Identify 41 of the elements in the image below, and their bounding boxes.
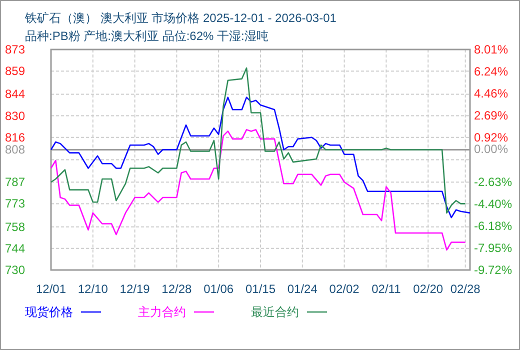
legend-label: 现货价格 [25, 305, 73, 319]
y2-tick-label: 2.69% [474, 108, 508, 123]
y-tick-label: 844 [5, 87, 26, 102]
y2-tick-label: -4.40% [474, 196, 512, 211]
y2-tick-label: 0.00% [474, 142, 508, 156]
y-tick-label: 873 [5, 42, 26, 56]
x-tick-label: 12/19 [120, 282, 150, 296]
chart-subtitle: 品种:PB粉 产地:澳大利亚 品位:62% 干湿:湿吨 [25, 29, 268, 43]
y-tick-label: 859 [5, 64, 26, 78]
y-tick-label: 816 [5, 130, 26, 144]
line-series [50, 67, 466, 214]
x-tick-label: 12/28 [162, 282, 192, 296]
y-tick-label: 773 [5, 196, 26, 211]
x-tick-label: 02/02 [329, 282, 360, 296]
x-tick-label: 02/20 [413, 282, 444, 296]
y2-tick-label: 0.92% [474, 130, 508, 145]
y-tick-label: 730 [5, 263, 26, 277]
y2-tick-label: -6.18% [474, 218, 512, 233]
legend-label: 最近合约 [251, 305, 299, 319]
y-tick-label: 787 [5, 175, 26, 190]
y2-tick-label: -2.63% [474, 174, 512, 189]
x-tick-label: 12/01 [36, 282, 66, 296]
y2-tick-label: 6.24% [474, 64, 508, 79]
x-tick-label: 01/15 [245, 282, 276, 296]
chart-title: 铁矿石（澳） 澳大利亚 市场价格 2025-12-01 - 2026-03-01 [24, 11, 337, 25]
line-series [50, 129, 466, 251]
x-tick-label: 02/28 [450, 282, 481, 296]
ref-line-label: 808 [5, 142, 26, 157]
legend-label: 主力合约 [138, 305, 186, 319]
y2-tick-label: 8.01% [474, 42, 508, 56]
y2-tick-label: -7.95% [474, 240, 512, 255]
x-tick-label: 01/06 [204, 282, 234, 296]
y2-tick-label: 4.46% [474, 86, 508, 101]
y-tick-label: 758 [5, 220, 26, 234]
x-tick-label: 02/11 [372, 282, 402, 296]
x-tick-label: 01/24 [287, 282, 318, 296]
x-tick-label: 12/10 [78, 282, 108, 296]
y-tick-label: 830 [5, 108, 26, 123]
y2-tick-label: -9.72% [474, 263, 512, 277]
y-tick-label: 744 [5, 241, 26, 256]
line-series [50, 96, 471, 218]
